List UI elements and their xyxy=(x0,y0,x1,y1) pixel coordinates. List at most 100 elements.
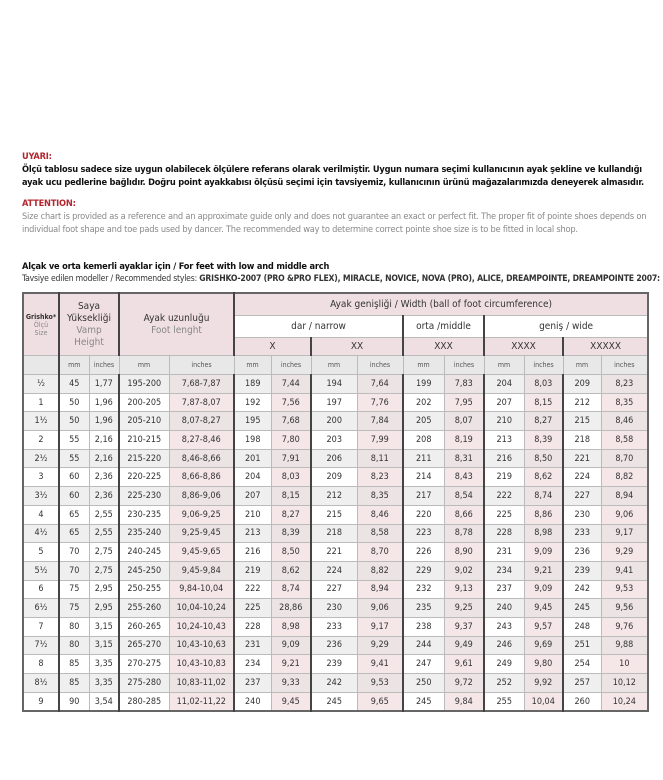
value-cell: 189 xyxy=(233,374,272,394)
value-cell: 9,41 xyxy=(600,560,649,581)
value-cell: 238 xyxy=(402,616,445,637)
unit-inches: inches xyxy=(443,355,485,375)
value-cell: 55 xyxy=(58,430,90,450)
value-cell: 7,84 xyxy=(356,411,404,432)
value-cell: 9,76 xyxy=(600,616,649,637)
value-cell: 9,21 xyxy=(270,654,312,674)
value-cell: 233 xyxy=(562,523,602,544)
value-cell: 202 xyxy=(402,392,445,413)
recommended-list: GRISHKO-2007 (PRO &PRO FLEX), MIRACLE, N… xyxy=(199,274,660,284)
value-cell: 8,43 xyxy=(443,467,485,488)
value-cell: 214 xyxy=(402,467,445,488)
warning-en-text: Size chart is provided as a reference an… xyxy=(22,211,647,235)
value-cell: 212 xyxy=(310,486,358,506)
value-cell: 1,77 xyxy=(88,374,120,394)
value-cell: 8,74 xyxy=(523,486,564,506)
table-row: 9 90 3,54 280-285 11,02-11,22 240 9,45 245 9,65 2… xyxy=(22,691,649,712)
value-cell: 237 xyxy=(483,579,525,600)
header-foot-length: Ayak uzunluğu Foot lenght xyxy=(117,292,235,356)
value-cell: 8,82 xyxy=(356,560,404,581)
value-cell: 231 xyxy=(483,542,525,562)
value-cell: 2,55 xyxy=(88,504,120,525)
warning-tr-text: Ölçü tablosu sadece size uygun olabilece… xyxy=(22,164,644,188)
value-cell: 198 xyxy=(233,430,272,450)
value-cell: 252 xyxy=(483,673,525,693)
size-cell: 5 xyxy=(22,542,60,562)
value-cell: 249 xyxy=(483,654,525,674)
value-cell: 8,07-8,27 xyxy=(168,411,235,432)
value-cell: 9,92 xyxy=(523,673,564,693)
value-cell: 8,39 xyxy=(523,430,564,450)
unit-inches: inches xyxy=(523,355,564,375)
value-cell: 195 xyxy=(233,411,272,432)
value-cell: 8,58 xyxy=(356,523,404,544)
value-cell: 8,50 xyxy=(270,542,312,562)
value-cell: 9,53 xyxy=(600,579,649,600)
value-cell: 215-220 xyxy=(118,448,170,469)
size-cell: 5½ xyxy=(22,560,60,581)
value-cell: 10,83-11,02 xyxy=(168,673,235,693)
value-cell: 7,44 xyxy=(270,374,312,394)
value-cell: 220-225 xyxy=(118,467,170,488)
table-row: 2 55 2,16 210-215 8,27-8,46 198 7,80 203 7,99 208… xyxy=(22,430,649,450)
value-cell: 235-240 xyxy=(118,523,170,544)
value-cell: 8,62 xyxy=(270,560,312,581)
table-row: 1 50 1,96 200-205 7,87-8,07 192 7,56 197 7,76 202… xyxy=(22,392,649,413)
value-cell: 212 xyxy=(562,392,602,413)
value-cell: 8,46 xyxy=(356,504,404,525)
value-cell: 2,75 xyxy=(88,542,120,562)
value-cell: 217 xyxy=(402,486,445,506)
table-row: 2½ 55 2,16 215-220 8,46-8,66 201 7,91 206 8,11 21… xyxy=(22,448,649,469)
value-cell: 50 xyxy=(58,411,90,432)
table-row: 1½ 50 1,96 205-210 8,07-8,27 195 7,68 200 7,84 20… xyxy=(22,411,649,432)
size-cell: 8 xyxy=(22,654,60,674)
unit-mm: mm xyxy=(402,355,445,375)
size-chart-table: Grishko* Ölçü Size Saya Yüksekliği Vamp Heigh… xyxy=(22,292,650,713)
value-cell: 225 xyxy=(233,598,272,618)
value-cell: 9,02 xyxy=(443,560,485,581)
value-cell: 207 xyxy=(483,392,525,413)
value-cell: 200-205 xyxy=(118,392,170,413)
table-row: 3½ 60 2,36 225-230 8,86-9,06 207 8,15 212 8,35 21… xyxy=(22,486,649,506)
value-cell: 9,88 xyxy=(600,635,649,656)
value-cell: 10,43-10,83 xyxy=(168,654,235,674)
value-cell: 224 xyxy=(310,560,358,581)
value-cell: 2,95 xyxy=(88,598,120,618)
value-cell: 9,06-9,25 xyxy=(168,504,235,525)
value-cell: 216 xyxy=(233,542,272,562)
value-cell: 246 xyxy=(483,635,525,656)
value-cell: 8,86 xyxy=(523,504,564,525)
unit-inches: inches xyxy=(600,355,649,375)
value-cell: 280-285 xyxy=(118,691,170,712)
value-cell: 201 xyxy=(233,448,272,469)
value-cell: 8,03 xyxy=(523,374,564,394)
value-cell: 230-235 xyxy=(118,504,170,525)
size-cell: 4 xyxy=(22,504,60,525)
value-cell: 3,54 xyxy=(88,691,120,712)
value-cell: 7,83 xyxy=(443,374,485,394)
value-cell: 242 xyxy=(562,579,602,600)
value-cell: 2,16 xyxy=(88,448,120,469)
value-cell: 260-265 xyxy=(118,616,170,637)
value-cell: 8,50 xyxy=(523,448,564,469)
size-cell: 3½ xyxy=(22,486,60,506)
value-cell: 245 xyxy=(562,598,602,618)
value-cell: 240 xyxy=(233,691,272,712)
value-cell: 9,06 xyxy=(600,504,649,525)
recommended-styles: Tavsiye edilen modeller / Recommended st… xyxy=(22,273,660,286)
value-cell: 233 xyxy=(310,616,358,637)
value-cell: 219 xyxy=(483,467,525,488)
value-cell: 10,04-10,24 xyxy=(168,598,235,618)
value-cell: 8,70 xyxy=(600,448,649,469)
value-cell: 200 xyxy=(310,411,358,432)
size-cell: 9 xyxy=(22,691,60,712)
value-cell: 2,75 xyxy=(88,560,120,581)
value-cell: 9,69 xyxy=(523,635,564,656)
value-cell: 9,65 xyxy=(356,691,404,712)
value-cell: 10,43-10,63 xyxy=(168,635,235,656)
subtitle: Alçak ve orta kemerli ayaklar için / For… xyxy=(22,261,330,272)
header-fit-xxxx: XXXX xyxy=(483,337,564,356)
value-cell: 228 xyxy=(233,616,272,637)
value-cell: 227 xyxy=(310,579,358,600)
value-cell: 10,12 xyxy=(600,673,649,693)
